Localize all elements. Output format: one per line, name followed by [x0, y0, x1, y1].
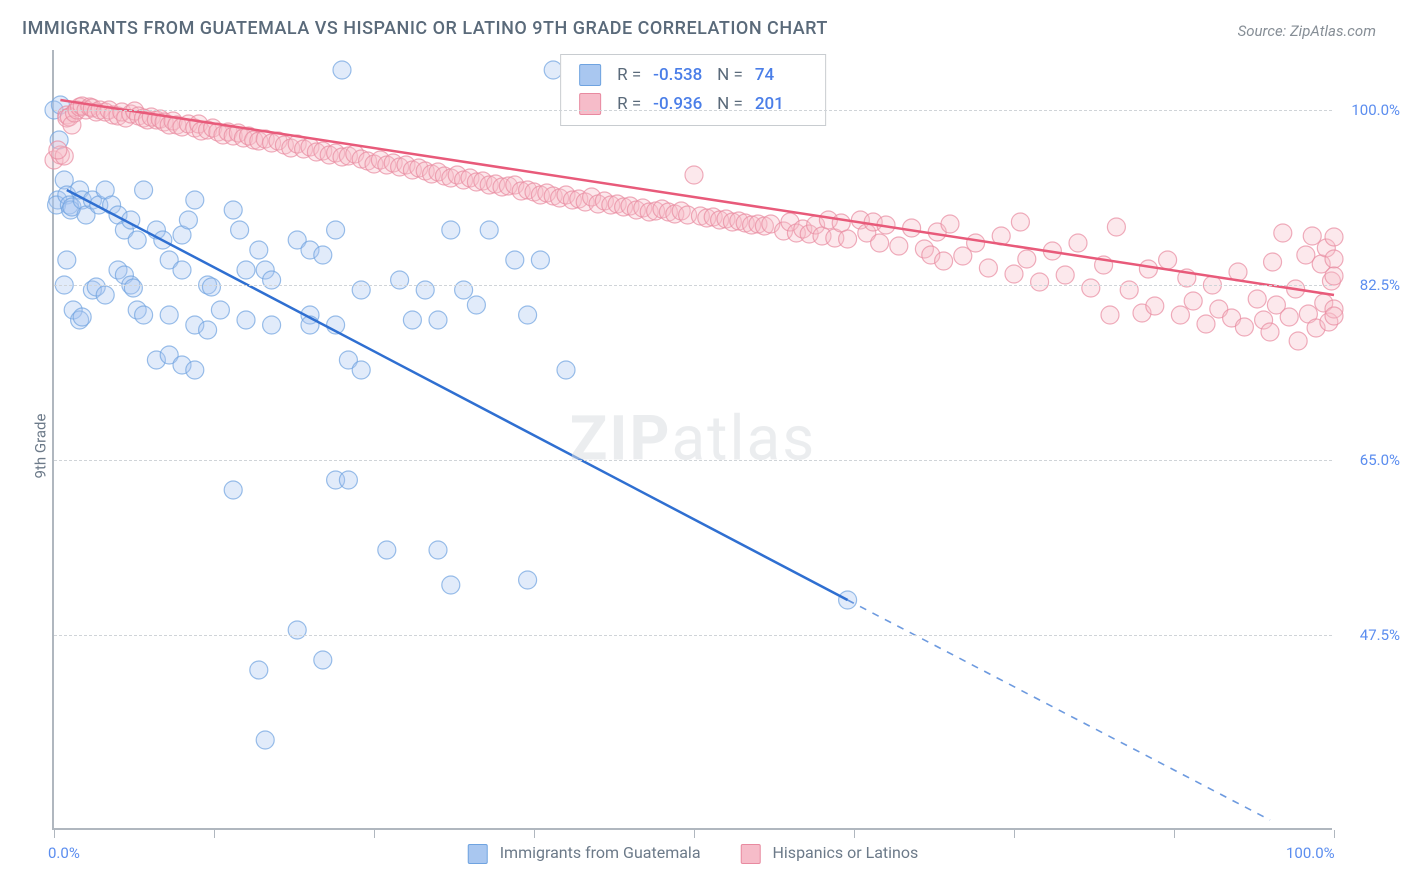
- swatch-icon: [468, 844, 488, 864]
- y-tick-label: 47.5%: [1360, 626, 1400, 644]
- swatch-icon: [741, 844, 761, 864]
- y-tick-label: 82.5%: [1360, 276, 1400, 294]
- legend-item-guatemala: Immigrants from Guatemala: [468, 843, 701, 864]
- x-tick-label: 100.0%: [1286, 844, 1335, 862]
- stats-row-guatemala: R =-0.538 N =74: [579, 61, 807, 90]
- swatch-icon: [579, 64, 601, 86]
- chart-title: IMMIGRANTS FROM GUATEMALA VS HISPANIC OR…: [22, 18, 828, 39]
- chart-svg: [54, 50, 1332, 828]
- plot-area: ZIPatlas R =-0.538 N =74 R =-0.936 N =20…: [52, 50, 1332, 830]
- y-tick-label: 65.0%: [1360, 451, 1400, 469]
- y-tick-label: 100.0%: [1351, 101, 1400, 119]
- bottom-legend: Immigrants from Guatemala Hispanics or L…: [468, 843, 919, 864]
- legend-item-hispanic: Hispanics or Latinos: [741, 843, 919, 864]
- source-attribution: Source: ZipAtlas.com: [1238, 22, 1376, 40]
- x-tick-label: 0.0%: [48, 844, 80, 862]
- stats-row-hispanic: R =-0.936 N =201: [579, 90, 807, 119]
- stats-legend-box: R =-0.538 N =74 R =-0.936 N =201: [560, 54, 826, 126]
- swatch-icon: [579, 93, 601, 115]
- y-axis-label: 9th Grade: [31, 414, 49, 479]
